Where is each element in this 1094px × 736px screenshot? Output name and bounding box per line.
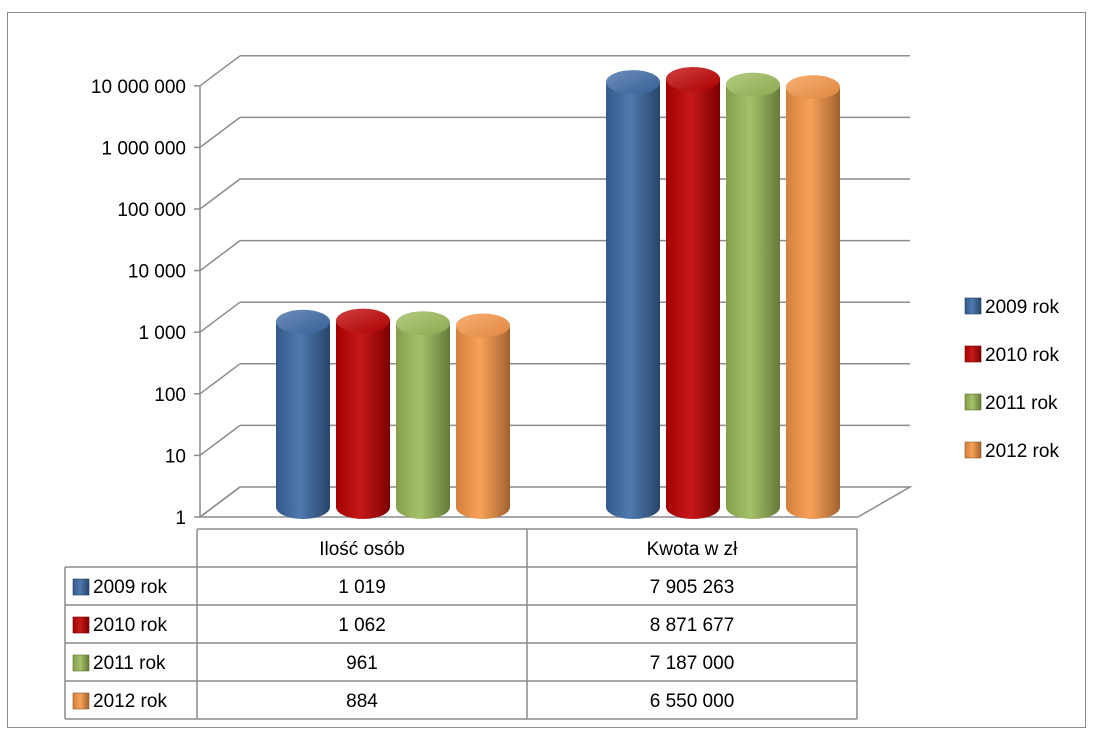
bar-top bbox=[396, 311, 450, 336]
gridline-side bbox=[199, 363, 241, 395]
legend-item: 2010 rok bbox=[964, 345, 1059, 366]
table-cell: 1 062 bbox=[338, 615, 386, 636]
gridline-side bbox=[199, 178, 241, 210]
bar bbox=[606, 70, 660, 520]
bar bbox=[396, 311, 450, 519]
bar-body bbox=[396, 323, 450, 519]
gridline-side bbox=[199, 55, 241, 87]
table-cell: 6 550 000 bbox=[650, 691, 735, 712]
table-row: 2010 rok 1 062 8 871 677 bbox=[72, 615, 735, 636]
bar-body bbox=[336, 320, 390, 519]
bar-top bbox=[336, 308, 390, 333]
bar-top bbox=[456, 313, 510, 338]
table-row: 2011 rok 961 7 187 000 bbox=[72, 653, 735, 674]
legend-swatch bbox=[964, 345, 982, 363]
legend-label: 2012 rok bbox=[985, 441, 1059, 462]
y-tick-label: 10 000 000 bbox=[91, 77, 186, 98]
legend-swatch bbox=[964, 393, 982, 411]
bar-body bbox=[726, 84, 780, 520]
table-legend-swatch bbox=[72, 616, 90, 634]
bar-top bbox=[606, 70, 660, 95]
chart-frame bbox=[7, 12, 1086, 728]
y-tick-label: 100 000 bbox=[117, 200, 186, 221]
table-series-label: 2012 rok bbox=[93, 691, 167, 712]
table-cell: 7 905 263 bbox=[650, 577, 735, 598]
gridline-side bbox=[199, 240, 241, 272]
bar bbox=[666, 67, 720, 520]
y-tick-label: 10 000 bbox=[128, 262, 186, 283]
y-tick-label: 100 bbox=[154, 385, 186, 406]
bar-top bbox=[786, 75, 840, 100]
bar-body bbox=[786, 87, 840, 519]
y-tick-label: 1 000 bbox=[138, 323, 186, 344]
table-cell: 8 871 677 bbox=[650, 615, 735, 636]
bar bbox=[726, 72, 780, 520]
bar bbox=[456, 313, 510, 519]
bar-top bbox=[666, 67, 720, 92]
bar-top bbox=[726, 72, 780, 97]
legend-item: 2011 rok bbox=[964, 393, 1058, 414]
bar-body bbox=[606, 82, 660, 520]
bar-body bbox=[276, 321, 330, 519]
bar-body bbox=[456, 325, 510, 519]
data-table: Ilość osób Kwota w zł 2009 rok 1 019 7 905 2… bbox=[64, 528, 858, 720]
bar bbox=[786, 75, 840, 519]
y-axis: 1 10 100 1 000 10 000 100 000 1 000 000 10 000 … bbox=[91, 77, 200, 529]
table-header: Kwota w zł bbox=[647, 539, 739, 560]
legend-label: 2011 rok bbox=[985, 393, 1058, 414]
gridline-side bbox=[199, 424, 241, 456]
table-cell: 7 187 000 bbox=[650, 653, 735, 674]
legend-item: 2009 rok bbox=[964, 297, 1059, 318]
legend: 2009 rok 2010 rok 2011 rok 2012 rok bbox=[964, 297, 1059, 462]
legend-label: 2010 rok bbox=[985, 345, 1059, 366]
table-cell: 884 bbox=[346, 691, 378, 712]
table-header: Ilość osób bbox=[319, 539, 405, 560]
table-legend-swatch bbox=[72, 578, 90, 596]
table-row: 2009 rok 1 019 7 905 263 bbox=[72, 577, 735, 598]
legend-label: 2009 rok bbox=[985, 297, 1059, 318]
table-series-label: 2011 rok bbox=[93, 653, 166, 674]
gridline-side bbox=[199, 116, 241, 148]
table-row: 2012 rok 884 6 550 000 bbox=[72, 691, 735, 712]
bar bbox=[276, 309, 330, 519]
y-tick-label: 1 000 000 bbox=[101, 138, 186, 159]
bar-body bbox=[666, 79, 720, 520]
gridline-side bbox=[199, 301, 241, 333]
table-series-label: 2009 rok bbox=[93, 577, 167, 598]
legend-item: 2012 rok bbox=[964, 441, 1059, 462]
y-tick-label: 10 bbox=[165, 446, 186, 467]
table-legend-swatch bbox=[72, 654, 90, 672]
table-legend-swatch bbox=[72, 692, 90, 710]
table-series-label: 2010 rok bbox=[93, 615, 167, 636]
bar bbox=[336, 308, 390, 519]
legend-swatch bbox=[964, 297, 982, 315]
y-tick-label: 1 bbox=[175, 508, 186, 529]
bars bbox=[276, 67, 840, 520]
bar-top bbox=[276, 309, 330, 334]
table-cell: 961 bbox=[346, 653, 378, 674]
table-cell: 1 019 bbox=[338, 577, 386, 598]
legend-swatch bbox=[964, 441, 982, 459]
